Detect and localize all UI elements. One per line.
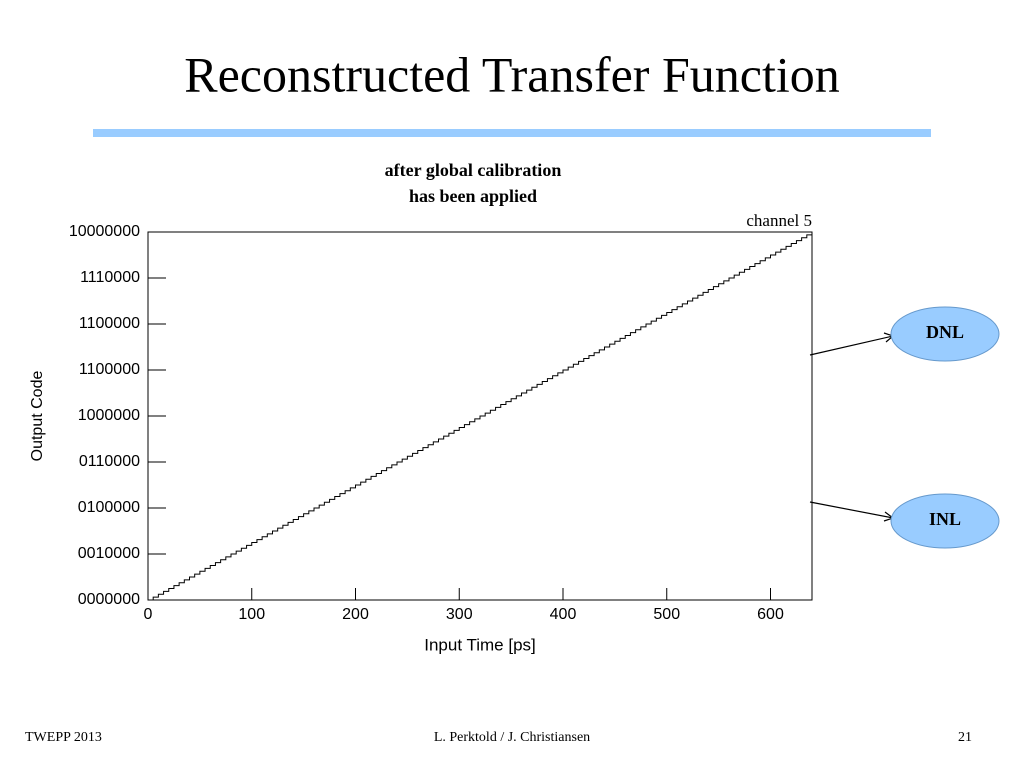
y-tick-label: 1110000 [80, 269, 140, 286]
subtitle: has been applied [409, 186, 537, 206]
title-rule [93, 129, 931, 137]
subtitle: after global calibration [385, 160, 562, 180]
y-tick-label: 0110000 [79, 453, 140, 470]
annotation: channel 5 [746, 211, 812, 230]
y-axis-label: Output Code [29, 371, 46, 462]
callout-label: DNL [926, 322, 964, 342]
x-axis-label: Input Time [ps] [424, 635, 536, 654]
footer-left: TWEPP 2013 [25, 730, 102, 745]
x-tick-label: 0 [144, 606, 153, 623]
x-tick-label: 200 [342, 606, 369, 623]
x-tick-label: 100 [238, 606, 265, 623]
y-tick-label: 0000000 [78, 591, 140, 608]
callout-bubble [890, 493, 1000, 549]
y-tick-label: 0010000 [78, 545, 140, 562]
step-line [148, 232, 813, 601]
arrow [809, 501, 894, 519]
x-tick-label: 400 [550, 606, 577, 623]
x-tick-label: 300 [446, 606, 473, 623]
callout-bubble [890, 306, 1000, 362]
x-tick-label: 500 [653, 606, 680, 623]
y-tick-label: 1000000 [78, 407, 140, 424]
arrow [809, 335, 894, 356]
x-tick-label: 600 [757, 606, 784, 623]
callout-label: INL [929, 509, 961, 529]
y-tick-label: 0100000 [78, 499, 140, 516]
y-tick-label: 1100000 [79, 361, 140, 378]
y-tick-label: 10000000 [69, 223, 140, 240]
slide-title: Reconstructed Transfer Function [184, 46, 839, 102]
footer-right: 21 [958, 730, 972, 745]
y-tick-label: 1100000 [79, 315, 140, 332]
footer-center: L. Perktold / J. Christiansen [434, 730, 590, 745]
